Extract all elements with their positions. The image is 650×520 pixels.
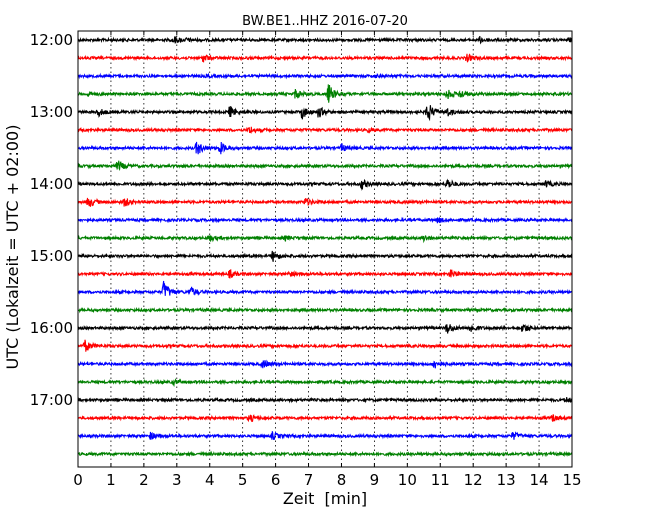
trace-1345 — [77, 160, 573, 171]
trace-1315 — [77, 126, 573, 134]
trace-1730 — [77, 431, 573, 440]
trace-1230 — [77, 72, 573, 80]
trace-1700 — [77, 396, 573, 404]
x-tick-label: 12 — [464, 471, 483, 489]
grid-lines — [110, 31, 540, 467]
x-tick-label: 3 — [172, 471, 182, 489]
trace-1200 — [77, 35, 573, 45]
trace-1430 — [77, 216, 573, 224]
trace-1615 — [77, 339, 573, 352]
trace-1415 — [77, 197, 573, 207]
y-axis-label: UTC (Lokalzeit = UTC + 02:00) — [3, 125, 22, 370]
trace-1245 — [77, 84, 573, 103]
x-tick-label: 7 — [304, 471, 314, 489]
x-tick-label: 13 — [497, 471, 516, 489]
trace-1645 — [77, 378, 573, 388]
seismogram-traces — [77, 35, 573, 458]
trace-1600 — [77, 324, 573, 334]
trace-1215 — [77, 53, 573, 63]
trace-1330 — [77, 141, 573, 155]
x-tick-label: 5 — [238, 471, 248, 489]
x-tick-label: 1 — [106, 471, 116, 489]
y-tick-label: 15:00 — [30, 247, 73, 265]
x-axis-ticks: 0 1 2 3 4 5 6 7 8 9 10 11 12 13 14 15 — [73, 31, 582, 489]
trace-1745 — [77, 450, 573, 458]
x-tick-label: 8 — [337, 471, 347, 489]
trace-1715 — [77, 414, 573, 423]
trace-1545 — [77, 306, 573, 314]
trace-1630 — [77, 359, 573, 369]
x-tick-label: 4 — [205, 471, 215, 489]
trace-1530 — [77, 280, 573, 296]
trace-1300 — [77, 105, 573, 122]
trace-1445 — [77, 234, 573, 244]
trace-1500 — [77, 250, 573, 262]
y-axis-ticks: 12:00 13:00 14:00 15:00 16:00 17:00 — [30, 31, 572, 409]
x-tick-label: 0 — [73, 471, 83, 489]
trace-1515 — [77, 269, 573, 279]
y-tick-label: 13:00 — [30, 103, 73, 121]
chart-title: BW.BE1..HHZ 2016-07-20 — [242, 14, 408, 29]
x-tick-label: 14 — [530, 471, 549, 489]
y-tick-label: 14:00 — [30, 175, 73, 193]
x-tick-label: 2 — [139, 471, 149, 489]
x-tick-label: 11 — [431, 471, 450, 489]
y-tick-label: 16:00 — [30, 319, 73, 337]
y-tick-label: 17:00 — [30, 391, 73, 409]
y-tick-label: 12:00 — [30, 31, 73, 49]
x-axis-label: Zeit [min] — [283, 489, 367, 508]
x-tick-label: 10 — [398, 471, 417, 489]
x-tick-label: 9 — [370, 471, 380, 489]
x-tick-label: 15 — [562, 471, 581, 489]
plot-frame — [77, 30, 573, 468]
x-tick-label: 6 — [271, 471, 281, 489]
trace-1400 — [77, 178, 573, 191]
